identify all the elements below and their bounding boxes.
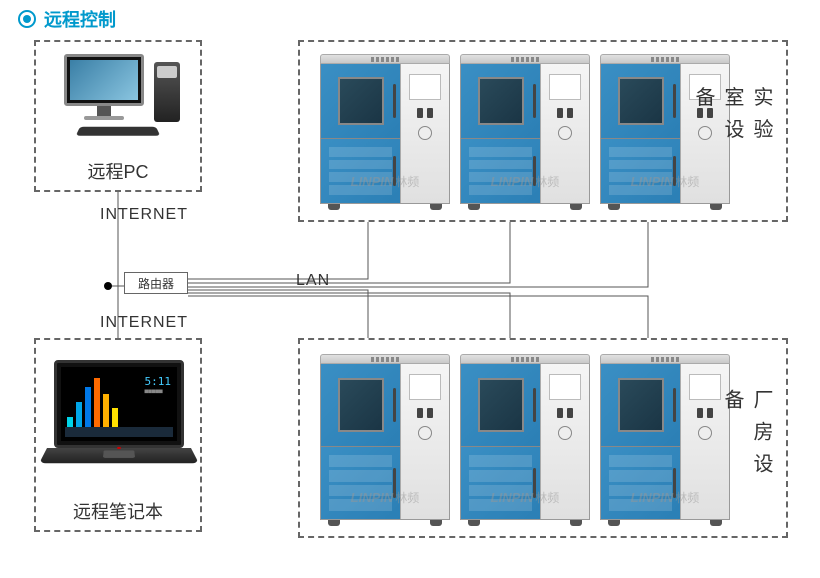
- remote-laptop-label: 远程笔记本: [36, 498, 200, 524]
- remote-pc-label: 远程PC: [36, 158, 200, 184]
- factory-equipment-label: 厂房设备: [718, 389, 776, 487]
- laptop-icon: 5:11■■■■■: [54, 360, 191, 472]
- test-chamber-icon: LINPIN林频: [320, 54, 450, 210]
- watermark-logo: LINPIN林频: [631, 489, 700, 506]
- desktop-pc-icon: [64, 54, 144, 120]
- router-node-dot: [104, 282, 112, 290]
- test-chamber-icon: LINPIN林频: [600, 354, 730, 526]
- watermark-logo: LINPIN林频: [351, 173, 420, 190]
- watermark-logo: LINPIN林频: [631, 173, 700, 190]
- watermark-logo: LINPIN林频: [351, 489, 420, 506]
- remote-laptop-box: 5:11■■■■■ 远程笔记本: [34, 338, 202, 532]
- page-title: 远程控制: [44, 6, 116, 32]
- remote-pc-box: 远程PC: [34, 40, 202, 192]
- lab-chambers-row: LINPIN林频 LINPIN林频: [320, 54, 730, 210]
- test-chamber-icon: LINPIN林频: [460, 54, 590, 210]
- lab-equipment-label: 实验室设备: [689, 87, 776, 176]
- router-label: 路由器: [138, 275, 174, 292]
- internet-label-top: INTERNET: [100, 206, 188, 224]
- page-header: 远程控制: [18, 6, 116, 32]
- test-chamber-icon: LINPIN林频: [320, 354, 450, 526]
- factory-equipment-box: LINPIN林频 LINPIN林频: [298, 338, 788, 538]
- test-chamber-icon: LINPIN林频: [460, 354, 590, 526]
- target-icon: [18, 10, 36, 28]
- factory-chambers-row: LINPIN林频 LINPIN林频: [320, 354, 730, 526]
- internet-label-bottom: INTERNET: [100, 314, 188, 332]
- lab-equipment-box: LINPIN林频 LINPIN林频: [298, 40, 788, 222]
- router-box: 路由器: [124, 272, 188, 294]
- watermark-logo: LINPIN林频: [491, 173, 560, 190]
- lan-label: LAN: [296, 272, 330, 290]
- watermark-logo: LINPIN林频: [491, 489, 560, 506]
